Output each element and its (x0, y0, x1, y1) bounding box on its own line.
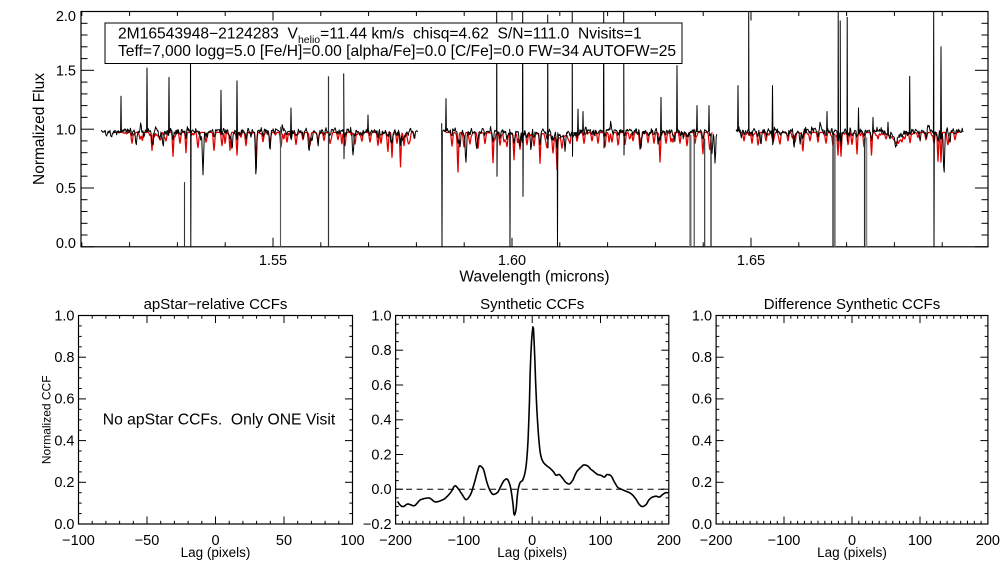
svg-text:0.6: 0.6 (371, 378, 391, 394)
svg-text:−200: −200 (700, 533, 733, 549)
svg-text:0.4: 0.4 (692, 433, 712, 449)
svg-text:0.6: 0.6 (54, 392, 74, 408)
svg-text:0.0: 0.0 (54, 517, 74, 533)
svg-text:0: 0 (211, 533, 219, 549)
svg-text:−50: −50 (135, 533, 160, 549)
svg-text:2.0: 2.0 (56, 9, 76, 25)
svg-text:apStar−relative CCFs: apStar−relative CCFs (144, 296, 288, 313)
svg-text:0.4: 0.4 (371, 413, 391, 429)
svg-text:0.2: 0.2 (692, 475, 712, 491)
svg-text:1.0: 1.0 (371, 308, 391, 324)
svg-text:200: 200 (657, 533, 681, 549)
svg-text:1.0: 1.0 (54, 308, 74, 324)
svg-text:1.0: 1.0 (56, 122, 76, 138)
svg-text:Synthetic CCFs: Synthetic CCFs (480, 296, 584, 313)
svg-text:Lag (pixels): Lag (pixels) (497, 545, 567, 560)
svg-text:0.8: 0.8 (371, 343, 391, 359)
svg-text:Normalized Flux: Normalized Flux (31, 73, 48, 185)
svg-text:Lag (pixels): Lag (pixels) (181, 545, 251, 560)
svg-text:1.0: 1.0 (692, 308, 712, 324)
svg-text:Lag (pixels): Lag (pixels) (817, 545, 887, 560)
svg-text:0.0: 0.0 (56, 236, 76, 252)
svg-text:0.6: 0.6 (692, 392, 712, 408)
svg-text:100: 100 (340, 533, 364, 549)
svg-text:1.65: 1.65 (737, 253, 765, 269)
svg-text:0.0: 0.0 (371, 482, 391, 498)
svg-text:0.4: 0.4 (54, 433, 74, 449)
svg-text:−100: −100 (768, 533, 801, 549)
svg-text:−0.2: −0.2 (363, 517, 392, 533)
svg-text:Teff=7,000 logg=5.0 [Fe/H]=0.0: Teff=7,000 logg=5.0 [Fe/H]=0.00 [alpha/F… (118, 43, 676, 60)
svg-text:Normalized CCF: Normalized CCF (40, 375, 54, 464)
svg-text:Wavelength (microns): Wavelength (microns) (459, 269, 609, 286)
svg-text:−100: −100 (62, 533, 95, 549)
svg-text:No apStar CCFs. Only ONE Visi: No apStar CCFs. Only ONE Visit (103, 412, 336, 429)
svg-text:Difference Synthetic CCFs: Difference Synthetic CCFs (764, 296, 940, 313)
svg-text:1.60: 1.60 (498, 253, 526, 269)
svg-text:2M16543948−2124283 Vhelio=11.: 2M16543948−2124283 Vhelio=11.44 km/s chi… (118, 26, 642, 47)
svg-text:0.5: 0.5 (56, 181, 76, 197)
svg-text:0: 0 (848, 533, 856, 549)
svg-text:0.0: 0.0 (692, 517, 712, 533)
svg-text:−100: −100 (448, 533, 481, 549)
svg-text:0.8: 0.8 (54, 350, 74, 366)
svg-text:1.5: 1.5 (56, 64, 76, 80)
svg-text:200: 200 (976, 533, 1000, 549)
svg-text:0.2: 0.2 (371, 447, 391, 463)
svg-text:0.2: 0.2 (54, 475, 74, 491)
svg-text:50: 50 (276, 533, 292, 549)
svg-text:1.55: 1.55 (259, 253, 287, 269)
svg-text:−200: −200 (379, 533, 412, 549)
svg-text:100: 100 (908, 533, 932, 549)
svg-text:100: 100 (588, 533, 612, 549)
svg-text:0: 0 (528, 533, 536, 549)
svg-text:0.8: 0.8 (692, 350, 712, 366)
